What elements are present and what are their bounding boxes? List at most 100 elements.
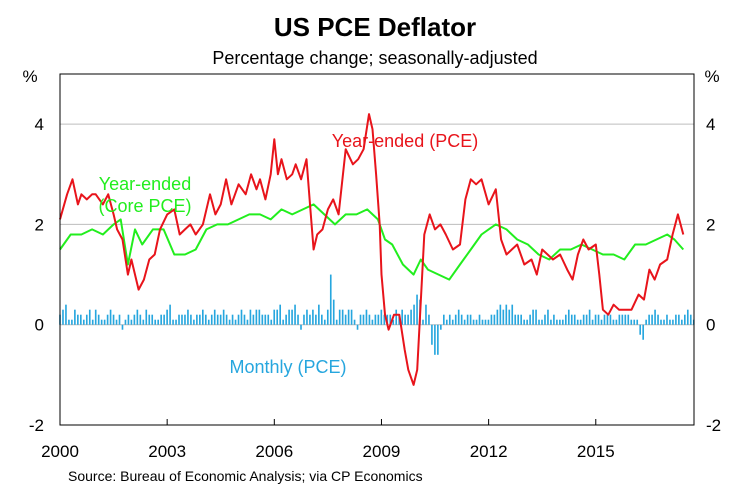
monthly-bar bbox=[297, 314, 299, 325]
monthly-bar bbox=[285, 314, 287, 325]
monthly-bar bbox=[332, 299, 335, 325]
monthly-bar bbox=[630, 319, 633, 325]
monthly-bar bbox=[508, 309, 511, 325]
monthly-bar bbox=[282, 319, 284, 325]
monthly-bar bbox=[246, 319, 249, 325]
monthly-bar bbox=[341, 309, 344, 325]
core-annotation: Year-ended bbox=[99, 174, 191, 194]
monthly-bar bbox=[306, 309, 308, 325]
monthly-bar bbox=[654, 309, 656, 325]
chart-subtitle: Percentage change; seasonally-adjusted bbox=[212, 48, 538, 68]
monthly-bar bbox=[428, 314, 430, 325]
monthly-bar bbox=[315, 314, 317, 325]
monthly-bar bbox=[309, 314, 311, 325]
monthly-bar bbox=[243, 314, 246, 325]
monthly-bar bbox=[440, 324, 442, 330]
monthly-bar bbox=[291, 309, 293, 325]
monthly-bar bbox=[321, 314, 323, 325]
monthly-bar bbox=[160, 314, 162, 325]
monthly-bar bbox=[166, 309, 168, 325]
monthly-bar bbox=[130, 319, 133, 325]
monthly-bar bbox=[109, 309, 112, 325]
unit-label-right: % bbox=[704, 67, 719, 86]
monthly-bar bbox=[686, 309, 689, 325]
monthly-bar bbox=[100, 319, 103, 325]
monthly-bar bbox=[258, 309, 261, 325]
y-tick-label-left: -2 bbox=[29, 416, 44, 435]
monthly-bar bbox=[121, 324, 124, 330]
monthly-bar bbox=[323, 319, 326, 325]
monthly-bar bbox=[264, 314, 267, 325]
monthly-bar bbox=[222, 309, 225, 325]
y-tick-label-right: 2 bbox=[706, 215, 715, 234]
monthly-bar bbox=[466, 314, 469, 325]
monthly-bar bbox=[490, 314, 493, 325]
monthly-bar bbox=[94, 309, 97, 325]
monthly-bar bbox=[329, 274, 332, 325]
x-tick-label: 2009 bbox=[363, 442, 401, 461]
monthly-bar bbox=[591, 319, 594, 325]
monthly-bar bbox=[157, 319, 160, 325]
monthly-bar bbox=[389, 314, 392, 325]
monthly-bar bbox=[675, 314, 677, 325]
monthly-bar bbox=[231, 314, 234, 325]
monthly-bar bbox=[386, 314, 389, 325]
monthly-bar bbox=[294, 304, 296, 325]
monthly-bar bbox=[457, 309, 460, 325]
monthly-bar bbox=[642, 324, 644, 340]
monthly-bar bbox=[71, 319, 73, 325]
monthly-bar bbox=[529, 314, 531, 325]
x-tick-label: 2012 bbox=[470, 442, 508, 461]
monthly-bar bbox=[564, 314, 567, 325]
monthly-bar bbox=[148, 314, 151, 325]
monthly-bar bbox=[362, 314, 365, 325]
monthly-bar bbox=[118, 314, 121, 325]
monthly-bar bbox=[633, 319, 636, 325]
monthly-bar bbox=[204, 314, 207, 325]
x-tick-label: 2015 bbox=[577, 442, 615, 461]
monthly-bar bbox=[573, 314, 576, 325]
monthly-bar bbox=[383, 314, 386, 325]
monthly-bar bbox=[547, 309, 549, 325]
y-tick-label-left: 0 bbox=[35, 316, 44, 335]
monthly-bar bbox=[85, 314, 88, 325]
monthly-bar bbox=[139, 314, 142, 325]
monthly-bar bbox=[219, 314, 222, 325]
monthly-bar bbox=[460, 314, 463, 325]
monthly-bar bbox=[523, 319, 525, 325]
monthly-bar bbox=[196, 314, 198, 325]
x-tick-label: 2006 bbox=[255, 442, 293, 461]
monthly-bar bbox=[434, 324, 436, 355]
monthly-bar bbox=[184, 314, 186, 325]
monthly-bar bbox=[80, 314, 82, 325]
monthly-bar bbox=[484, 319, 487, 325]
x-tick-label: 2000 bbox=[41, 442, 79, 461]
monthly-bar bbox=[350, 309, 353, 325]
monthly-bar bbox=[681, 319, 683, 325]
monthly-bar bbox=[234, 319, 237, 325]
monthly-bar bbox=[392, 319, 395, 325]
y-tick-label-right: 4 bbox=[706, 115, 715, 134]
monthly-bar bbox=[374, 314, 377, 325]
monthly-bar bbox=[237, 314, 240, 325]
monthly-bar bbox=[368, 314, 371, 325]
monthly-bar bbox=[556, 319, 558, 325]
monthly-bar bbox=[62, 309, 64, 325]
monthly-bar bbox=[77, 314, 79, 325]
monthly-bar bbox=[487, 319, 490, 325]
monthly-bar bbox=[570, 314, 573, 325]
monthly-bar bbox=[579, 319, 582, 325]
monthly-bar bbox=[181, 314, 183, 325]
monthly-bar bbox=[413, 304, 415, 325]
monthly-bar bbox=[535, 309, 537, 325]
monthly-bar bbox=[463, 319, 466, 325]
monthly-bar bbox=[660, 319, 662, 325]
monthly-bar bbox=[91, 319, 94, 325]
monthly-bar bbox=[585, 314, 588, 325]
monthly-bar bbox=[270, 319, 273, 325]
monthly-bar bbox=[106, 314, 109, 325]
monthly-bar bbox=[127, 314, 130, 325]
monthly-bar bbox=[645, 319, 647, 325]
monthly-bar bbox=[261, 314, 264, 325]
